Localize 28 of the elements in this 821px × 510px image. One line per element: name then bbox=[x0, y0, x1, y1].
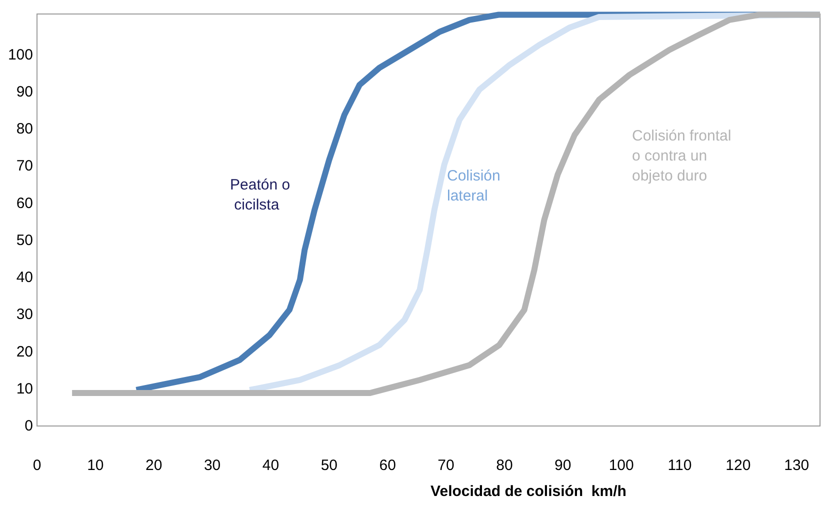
x-tick-label: 110 bbox=[668, 457, 692, 474]
y-tick-label: 70 bbox=[16, 158, 33, 175]
y-tick-label: 10 bbox=[16, 380, 33, 398]
y-tick-label: 30 bbox=[16, 306, 33, 324]
x-tick-label: 120 bbox=[726, 457, 751, 474]
y-tick-label: 80 bbox=[16, 120, 33, 138]
x-axis-title: Velocidad de colisión km/h bbox=[430, 483, 626, 500]
x-tick-label: 70 bbox=[438, 457, 454, 474]
y-tick-label: 90 bbox=[16, 83, 33, 100]
y-tick-label: 40 bbox=[16, 269, 33, 286]
x-tick-label: 60 bbox=[379, 457, 396, 474]
y-tick-label: 100 bbox=[8, 46, 33, 64]
x-tick-label: 130 bbox=[784, 457, 810, 474]
series-label: Colisión lateral bbox=[447, 168, 505, 204]
text: Colisión frontal o contra un objeto duro bbox=[632, 128, 736, 184]
y-tick-label: 50 bbox=[16, 232, 33, 249]
x-tick-label: 100 bbox=[608, 457, 634, 474]
x-tick-label: 40 bbox=[262, 457, 280, 474]
series-label: Peatón o cicilsta bbox=[230, 176, 290, 214]
x-tick-label: 30 bbox=[204, 457, 221, 474]
y-tick-label: 20 bbox=[16, 343, 33, 360]
x-tick-label: 80 bbox=[496, 457, 513, 474]
y-tick-label: 0 bbox=[24, 418, 33, 434]
x-tick-label: 10 bbox=[87, 457, 104, 474]
x-tick-label: 20 bbox=[146, 457, 162, 474]
x-tick-label: 50 bbox=[320, 457, 338, 474]
y-tick-label: 60 bbox=[16, 194, 33, 212]
x-tick-label: 90 bbox=[554, 457, 572, 474]
